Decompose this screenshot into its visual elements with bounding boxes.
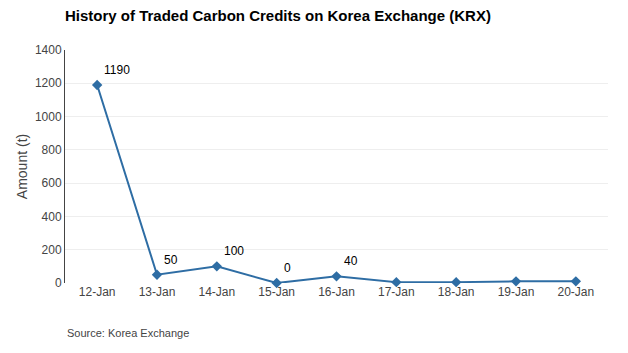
svg-text:17-Jan: 17-Jan	[378, 285, 415, 299]
svg-text:40: 40	[344, 254, 358, 268]
svg-text:0: 0	[284, 261, 291, 275]
svg-text:13-Jan: 13-Jan	[139, 285, 176, 299]
svg-text:1200: 1200	[35, 76, 62, 90]
svg-text:12-Jan: 12-Jan	[79, 285, 116, 299]
svg-text:Source: Korea Exchange: Source: Korea Exchange	[67, 327, 189, 339]
svg-text:100: 100	[224, 244, 244, 258]
svg-text:50: 50	[164, 253, 178, 267]
svg-text:15-Jan: 15-Jan	[258, 285, 295, 299]
svg-text:19-Jan: 19-Jan	[498, 285, 535, 299]
svg-text:1190: 1190	[104, 63, 130, 77]
svg-text:1400: 1400	[35, 43, 62, 57]
svg-text:0: 0	[55, 276, 62, 290]
svg-text:16-Jan: 16-Jan	[318, 285, 355, 299]
svg-text:200: 200	[42, 243, 62, 257]
svg-text:History of Traded Carbon Credi: History of Traded Carbon Credits on Kore…	[65, 7, 491, 24]
svg-text:14-Jan: 14-Jan	[198, 285, 235, 299]
svg-text:600: 600	[42, 176, 62, 190]
svg-text:800: 800	[42, 143, 62, 157]
svg-text:20-Jan: 20-Jan	[557, 285, 594, 299]
svg-text:Amount (t): Amount (t)	[14, 134, 30, 199]
svg-text:1000: 1000	[35, 110, 62, 124]
svg-text:400: 400	[42, 210, 62, 224]
svg-text:18-Jan: 18-Jan	[438, 285, 475, 299]
